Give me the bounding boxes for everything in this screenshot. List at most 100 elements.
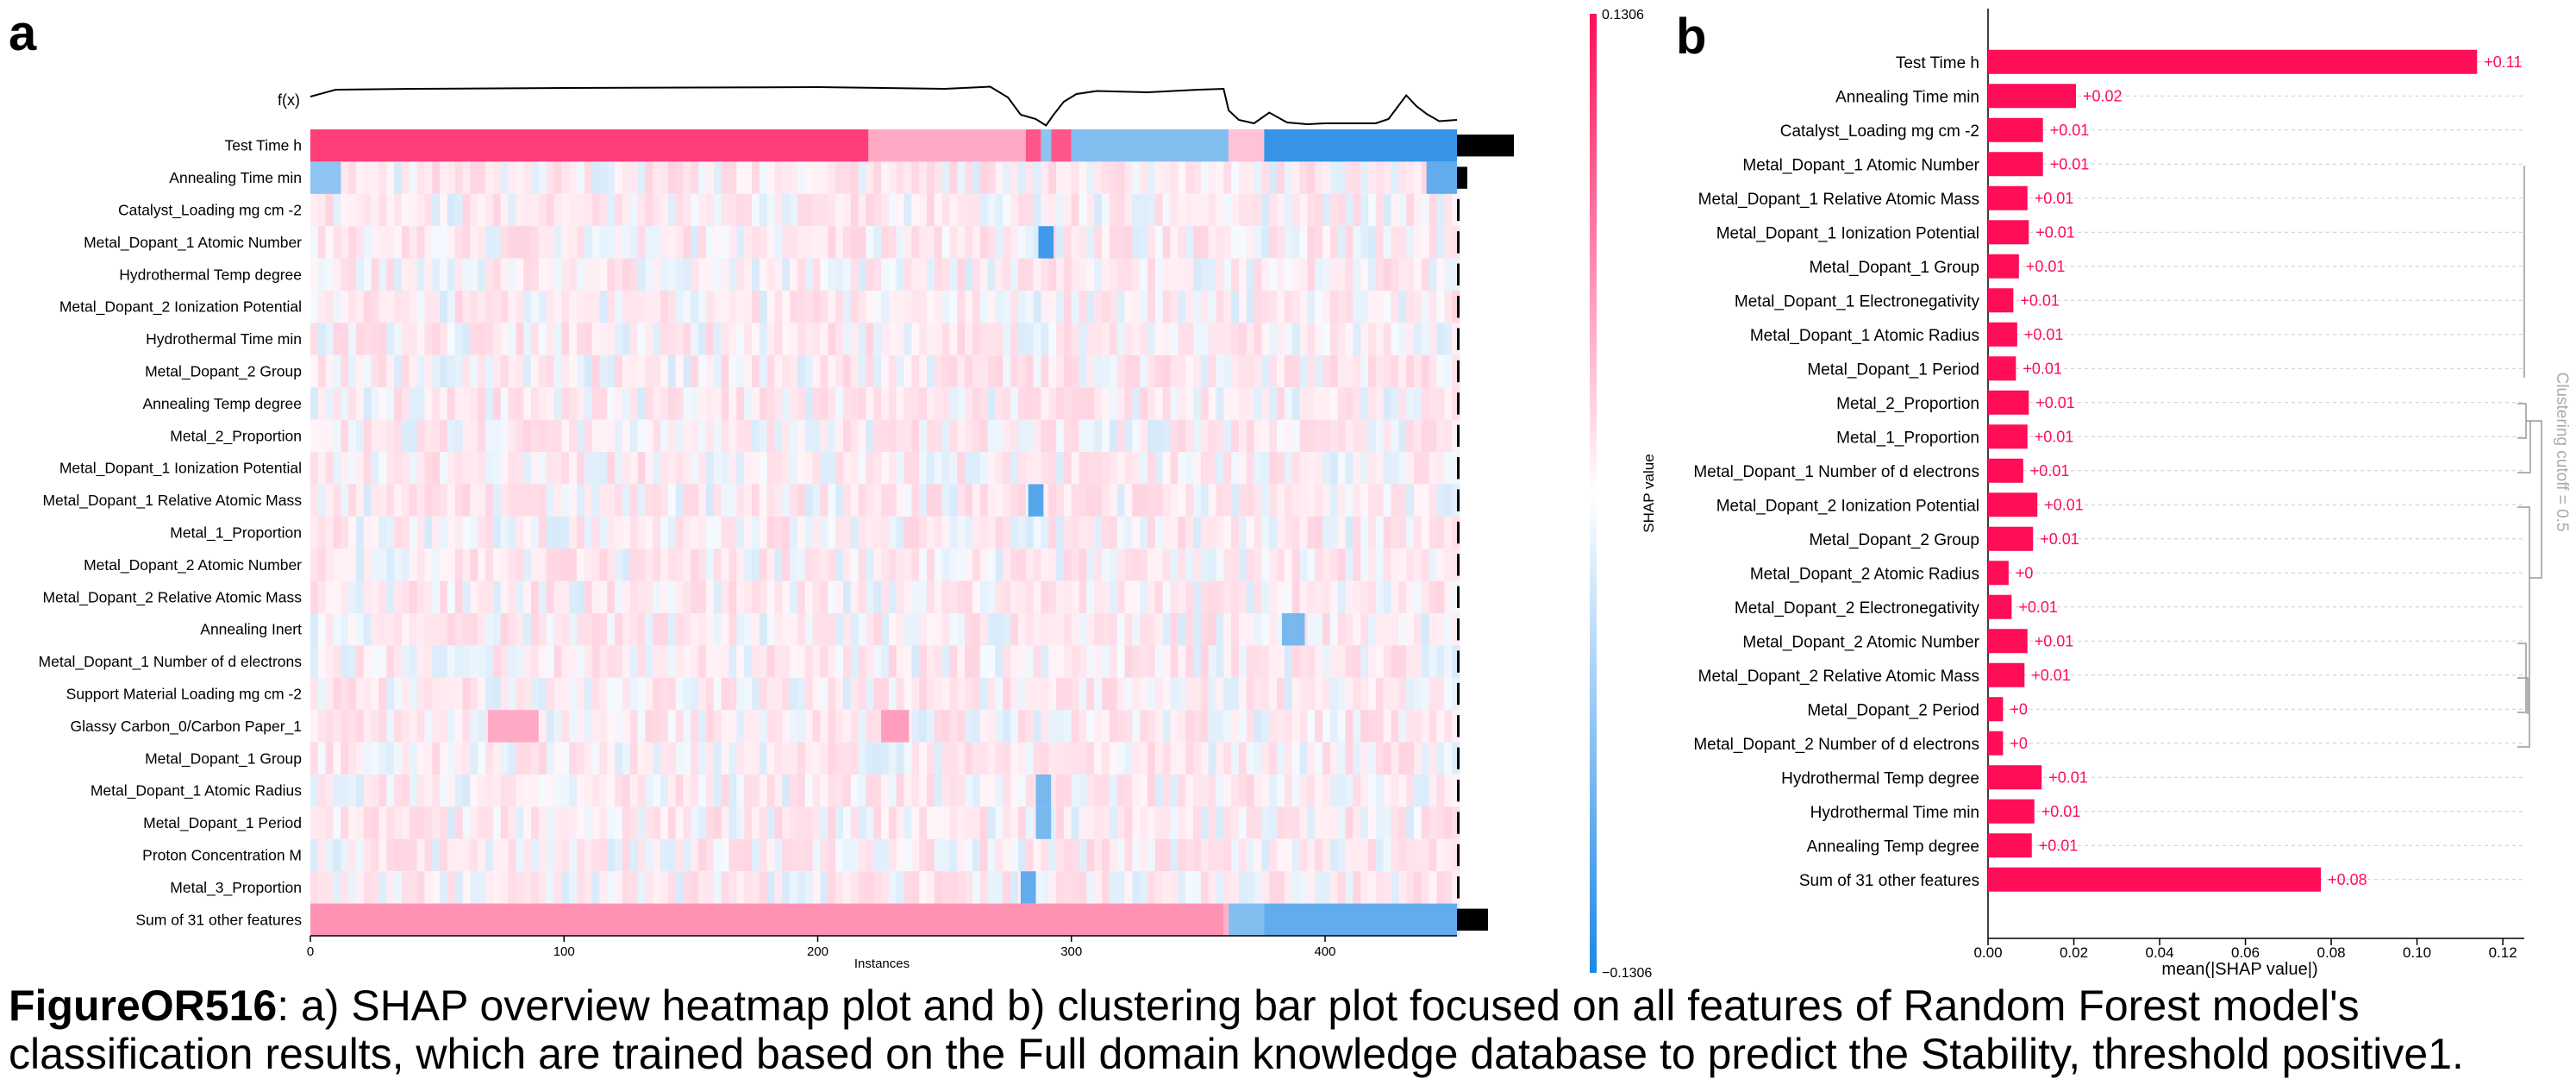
heatmap-cell xyxy=(1254,549,1263,581)
heatmap-cell xyxy=(1010,838,1019,872)
heatmap-cell xyxy=(965,419,973,452)
heatmap-cell xyxy=(1102,161,1110,194)
heatmap-cell xyxy=(820,291,828,323)
heatmap-cell xyxy=(706,613,715,646)
heatmap-cell xyxy=(1185,549,1194,581)
heatmap-cell xyxy=(1063,775,1072,807)
heatmap-cell xyxy=(691,226,699,259)
heatmap-cell xyxy=(1429,452,1438,485)
heatmap-cell xyxy=(820,354,828,388)
heatmap-cell xyxy=(440,871,448,904)
heatmap-cell xyxy=(744,258,753,291)
heatmap-cell xyxy=(1322,613,1331,646)
heatmap-cell xyxy=(987,742,997,775)
heatmap-cell xyxy=(317,645,327,678)
heatmap-cell xyxy=(591,323,601,355)
heatmap-cell xyxy=(1162,291,1172,323)
heatmap-cell xyxy=(462,516,471,549)
heatmap-cell xyxy=(599,613,608,646)
heatmap-cell xyxy=(957,710,966,743)
heatmap-cell xyxy=(1429,226,1438,259)
heatmap-cell xyxy=(1223,484,1232,517)
heatmap-cell xyxy=(1269,775,1278,807)
heatmap-cell xyxy=(812,516,822,549)
heatmap-cell xyxy=(1322,806,1331,839)
heatmap-cell xyxy=(1353,291,1361,323)
heatmap-cell xyxy=(1048,775,1057,807)
heatmap-cell xyxy=(1383,387,1392,420)
heatmap-cell xyxy=(310,387,319,420)
heatmap-cell xyxy=(965,323,973,355)
heatmap-cell xyxy=(691,419,699,452)
heatmap-cell xyxy=(790,193,798,227)
heatmap-feature-label: Metal_Dopant_1 Atomic Number xyxy=(84,234,302,252)
heatmap-cell xyxy=(530,258,540,291)
heatmap-cell xyxy=(1170,258,1179,291)
heatmap-cell xyxy=(607,161,616,194)
bar-value-label: +0.01 xyxy=(2039,837,2079,854)
heatmap-cell xyxy=(317,258,327,291)
heatmap-cell xyxy=(873,258,882,291)
heatmap-cell xyxy=(569,226,578,259)
heatmap-cell xyxy=(759,742,768,775)
heatmap-cell xyxy=(569,710,578,743)
heatmap-cell xyxy=(1109,806,1118,839)
heatmap-cell xyxy=(1291,549,1301,581)
heatmap-cell xyxy=(866,419,874,452)
heatmap-cell xyxy=(1277,549,1285,581)
heatmap-cell xyxy=(972,354,981,388)
heatmap-cell xyxy=(721,742,730,775)
heatmap-cell xyxy=(1170,226,1179,259)
heatmap-cell xyxy=(995,613,1004,646)
heatmap-cell xyxy=(516,161,524,194)
heatmap-cell xyxy=(378,323,387,355)
heatmap-cell xyxy=(995,258,1004,291)
heatmap-cell xyxy=(1368,806,1377,839)
heatmap-cell xyxy=(1337,419,1347,452)
heatmap-cell xyxy=(751,742,760,775)
bar-category-label: Metal_Dopant_2 Relative Atomic Mass xyxy=(1698,668,1979,686)
heatmap-cell xyxy=(508,193,516,227)
heatmap-cell xyxy=(1017,484,1027,517)
heatmap-cell xyxy=(599,258,608,291)
heatmap-cell xyxy=(371,258,380,291)
heatmap-cell xyxy=(1277,742,1285,775)
heatmap-cell xyxy=(1307,291,1316,323)
heatmap-cell xyxy=(1056,677,1065,711)
heatmap-cell xyxy=(744,291,753,323)
heatmap-cell xyxy=(911,710,920,743)
heatmap-cell xyxy=(1079,291,1087,323)
heatmap-cell xyxy=(1132,387,1141,420)
heatmap-cell xyxy=(850,871,860,904)
heatmap-cell xyxy=(1429,742,1438,775)
heatmap-cell xyxy=(440,226,448,259)
heatmap-cell xyxy=(1208,291,1217,323)
heatmap-cell xyxy=(1178,580,1186,613)
heatmap-cell xyxy=(1246,871,1255,904)
heatmap-cell xyxy=(972,516,981,549)
heatmap-cell xyxy=(1353,452,1361,485)
heatmap-cell xyxy=(1375,871,1385,904)
heatmap-cell xyxy=(949,226,958,259)
heatmap-importance-bar xyxy=(1457,618,1460,641)
heatmap-cell xyxy=(1147,645,1156,678)
heatmap-cell xyxy=(949,838,958,872)
heatmap-cell xyxy=(1291,387,1301,420)
heatmap-cell xyxy=(911,193,920,227)
heatmap-cell xyxy=(508,258,516,291)
heatmap-cell xyxy=(1368,549,1377,581)
heatmap-cell xyxy=(1063,419,1072,452)
heatmap-cell xyxy=(440,387,448,420)
heatmap-cell xyxy=(1056,580,1065,613)
heatmap-cell xyxy=(1368,452,1377,485)
heatmap-cell xyxy=(1238,549,1247,581)
heatmap-cell xyxy=(440,354,448,388)
heatmap-cell xyxy=(1033,387,1042,420)
heatmap-cell xyxy=(850,258,860,291)
heatmap-cell xyxy=(1170,452,1179,485)
heatmap-cell xyxy=(584,742,593,775)
heatmap-cell xyxy=(1102,484,1110,517)
heatmap-cell xyxy=(873,677,882,711)
heatmap-cell xyxy=(401,193,410,227)
